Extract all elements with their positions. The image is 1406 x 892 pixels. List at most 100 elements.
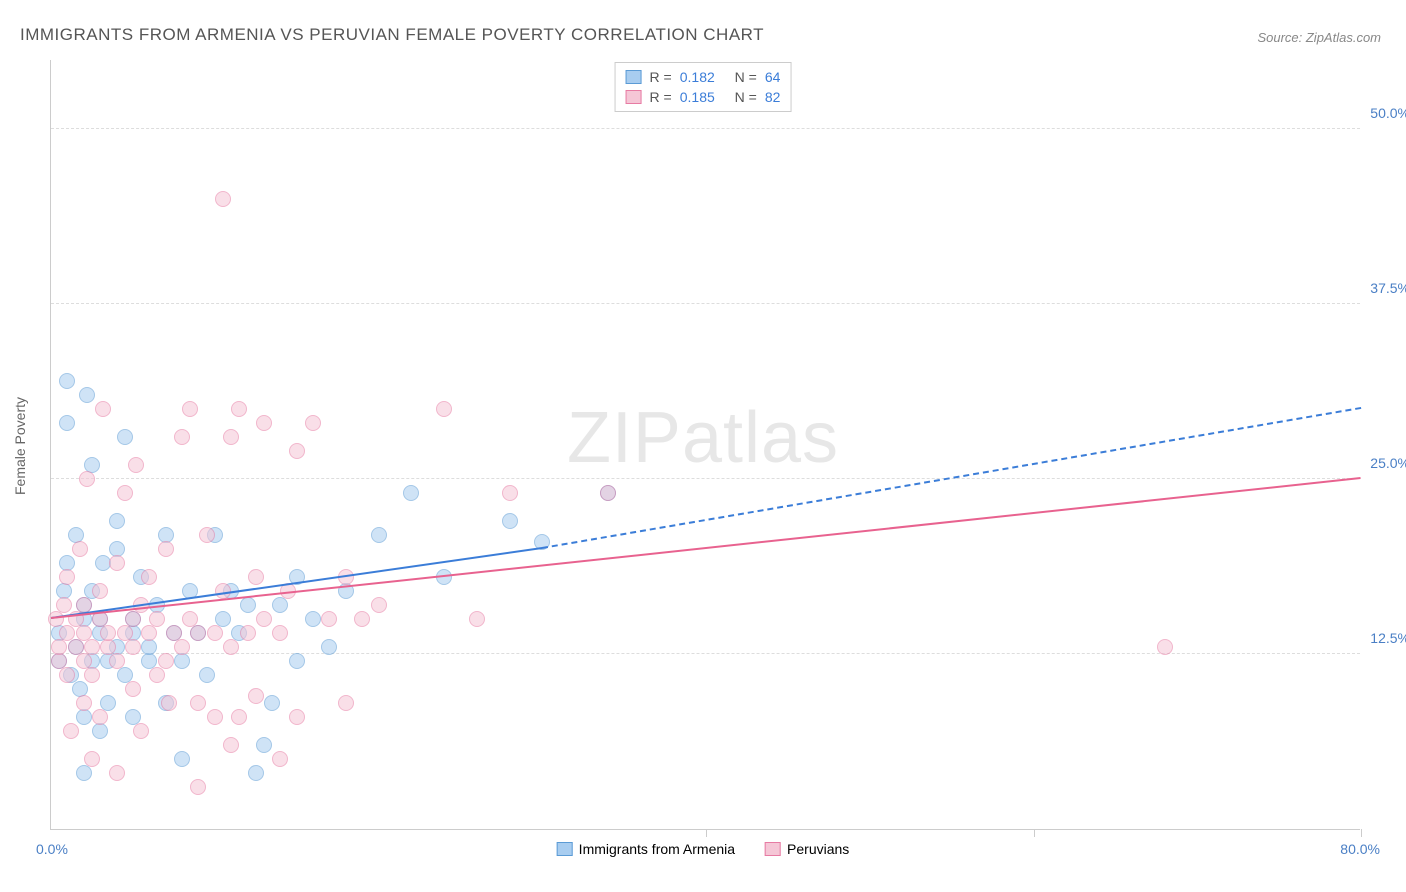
scatter-point xyxy=(215,191,231,207)
scatter-point xyxy=(92,709,108,725)
scatter-point xyxy=(51,639,67,655)
source-attribution: Source: ZipAtlas.com xyxy=(1257,30,1381,45)
scatter-point xyxy=(256,737,272,753)
scatter-point xyxy=(305,611,321,627)
x-tick xyxy=(1034,829,1035,837)
scatter-point xyxy=(149,611,165,627)
series-label-peruvian: Peruvians xyxy=(787,841,849,857)
scatter-point xyxy=(161,695,177,711)
scatter-point xyxy=(240,597,256,613)
scatter-point xyxy=(72,541,88,557)
n-value-peruvian: 82 xyxy=(765,89,781,105)
gridline xyxy=(51,128,1360,129)
correlation-legend: R = 0.182 N = 64 R = 0.185 N = 82 xyxy=(615,62,792,112)
scatter-point xyxy=(158,653,174,669)
scatter-point xyxy=(63,723,79,739)
x-axis-max-label: 80.0% xyxy=(1340,841,1380,857)
scatter-point xyxy=(76,709,92,725)
scatter-point xyxy=(109,555,125,571)
gridline xyxy=(51,478,1360,479)
scatter-point xyxy=(128,457,144,473)
scatter-point xyxy=(174,653,190,669)
swatch-armenia xyxy=(626,70,642,84)
chart-title: IMMIGRANTS FROM ARMENIA VS PERUVIAN FEMA… xyxy=(20,25,764,45)
scatter-point xyxy=(100,625,116,641)
y-tick-label: 37.5% xyxy=(1362,280,1406,296)
scatter-point xyxy=(109,513,125,529)
legend-item-armenia: Immigrants from Armenia xyxy=(557,841,735,857)
scatter-point xyxy=(174,429,190,445)
r-value-armenia: 0.182 xyxy=(680,69,715,85)
scatter-point xyxy=(469,611,485,627)
scatter-point xyxy=(502,485,518,501)
scatter-point xyxy=(600,485,616,501)
scatter-point xyxy=(141,625,157,641)
scatter-point xyxy=(231,401,247,417)
scatter-point xyxy=(109,765,125,781)
scatter-point xyxy=(248,569,264,585)
y-tick-label: 12.5% xyxy=(1362,630,1406,646)
scatter-point xyxy=(79,387,95,403)
r-value-peruvian: 0.185 xyxy=(680,89,715,105)
swatch-armenia xyxy=(557,842,573,856)
swatch-peruvian xyxy=(765,842,781,856)
scatter-point xyxy=(223,639,239,655)
scatter-point xyxy=(289,653,305,669)
scatter-point xyxy=(256,611,272,627)
scatter-point xyxy=(59,569,75,585)
scatter-point xyxy=(79,471,95,487)
scatter-point xyxy=(158,541,174,557)
scatter-point xyxy=(240,625,256,641)
scatter-point xyxy=(174,751,190,767)
scatter-point xyxy=(289,443,305,459)
y-axis-label: Female Poverty xyxy=(12,397,28,495)
scatter-point xyxy=(272,751,288,767)
scatter-point xyxy=(141,569,157,585)
scatter-point xyxy=(174,639,190,655)
r-label: R = xyxy=(650,89,672,105)
scatter-point xyxy=(371,527,387,543)
scatter-point xyxy=(59,667,75,683)
x-tick xyxy=(1361,829,1362,837)
scatter-point xyxy=(289,709,305,725)
scatter-point xyxy=(149,667,165,683)
scatter-point xyxy=(141,639,157,655)
n-label: N = xyxy=(735,89,757,105)
legend-row-armenia: R = 0.182 N = 64 xyxy=(626,67,781,87)
scatter-point xyxy=(133,723,149,739)
scatter-point xyxy=(190,695,206,711)
scatter-point xyxy=(117,485,133,501)
scatter-point xyxy=(321,639,337,655)
scatter-point xyxy=(256,415,272,431)
scatter-point xyxy=(305,415,321,431)
n-value-armenia: 64 xyxy=(765,69,781,85)
scatter-point xyxy=(248,765,264,781)
scatter-point xyxy=(264,695,280,711)
swatch-peruvian xyxy=(626,90,642,104)
legend-item-peruvian: Peruvians xyxy=(765,841,849,857)
scatter-point xyxy=(95,401,111,417)
scatter-point xyxy=(272,625,288,641)
scatter-point xyxy=(338,695,354,711)
n-label: N = xyxy=(735,69,757,85)
plot-area: 0.0% 80.0% 12.5%25.0%37.5%50.0% xyxy=(50,60,1360,830)
x-tick xyxy=(706,829,707,837)
scatter-point xyxy=(92,583,108,599)
scatter-point xyxy=(371,597,387,613)
scatter-point xyxy=(125,681,141,697)
scatter-point xyxy=(59,373,75,389)
legend-row-peruvian: R = 0.185 N = 82 xyxy=(626,87,781,107)
x-axis-min-label: 0.0% xyxy=(36,841,68,857)
scatter-point xyxy=(354,611,370,627)
y-tick-label: 25.0% xyxy=(1362,455,1406,471)
scatter-point xyxy=(190,625,206,641)
scatter-point xyxy=(223,737,239,753)
scatter-point xyxy=(117,429,133,445)
scatter-point xyxy=(231,709,247,725)
scatter-point xyxy=(223,429,239,445)
scatter-point xyxy=(1157,639,1173,655)
y-tick-label: 50.0% xyxy=(1362,105,1406,121)
scatter-point xyxy=(182,401,198,417)
scatter-point xyxy=(403,485,419,501)
scatter-point xyxy=(84,667,100,683)
